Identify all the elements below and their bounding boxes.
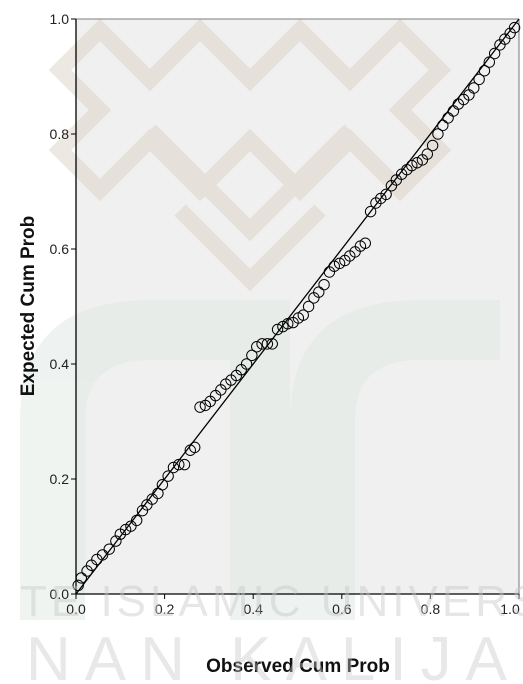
- data-point: [246, 349, 258, 362]
- data-point: [302, 300, 315, 313]
- data-point: [156, 479, 169, 491]
- watermark-ornament-inner: [144, 124, 356, 292]
- watermark-text-line2: NAN KALIJAGA: [26, 625, 523, 684]
- y-tick-label: 0.4: [50, 356, 70, 372]
- data-point: [473, 73, 485, 86]
- y-tick-label: 1.0: [50, 11, 70, 27]
- data-point: [96, 549, 109, 561]
- data-point: [189, 441, 201, 454]
- data-point: [240, 358, 253, 370]
- y-tick-label: 0.8: [50, 126, 70, 142]
- data-point: [328, 260, 340, 272]
- watermark-ornament: [48, 18, 452, 202]
- data-point: [504, 27, 516, 40]
- data-point: [173, 458, 185, 471]
- x-tick-label: 0.4: [243, 601, 263, 617]
- data-point: [103, 543, 115, 555]
- data-point: [380, 188, 392, 201]
- watermark-bar: [230, 300, 290, 620]
- data-point: [162, 470, 174, 482]
- data-point: [411, 157, 423, 169]
- data-point: [72, 579, 84, 592]
- data-point: [125, 520, 137, 532]
- data-point: [468, 82, 480, 94]
- data-point: [483, 56, 496, 68]
- data-point: [421, 148, 433, 160]
- data-point: [488, 47, 501, 60]
- data-point: [297, 309, 309, 321]
- data-point: [91, 553, 103, 566]
- data-point: [251, 341, 263, 353]
- watermark-arch-right: [290, 300, 500, 620]
- data-point: [261, 338, 274, 350]
- watermark-logo: [20, 18, 500, 620]
- x-tick-label: 0.2: [155, 601, 175, 617]
- y-tick-label: 0.6: [50, 241, 70, 257]
- data-point: [266, 338, 278, 350]
- x-tick-label: 1.0: [500, 601, 520, 617]
- data-point: [271, 323, 284, 336]
- data-point: [282, 318, 294, 330]
- data-point: [130, 514, 143, 527]
- data-point: [478, 65, 491, 77]
- x-tick-label: 0.6: [332, 601, 352, 617]
- watermark-arch-left: [20, 300, 230, 620]
- data-point: [75, 572, 88, 584]
- data-point: [194, 401, 206, 413]
- reference-line: [75, 18, 520, 595]
- data-point: [508, 21, 521, 34]
- data-point: [364, 205, 377, 218]
- data-point: [432, 128, 444, 140]
- x-tick-label: 0.8: [421, 601, 441, 617]
- watermark-text-line1: TE ISLAMIC UNIVERSITY: [20, 577, 523, 626]
- data-point: [178, 458, 191, 471]
- data-points: [72, 21, 521, 592]
- data-point: [136, 504, 149, 517]
- data-point: [359, 237, 371, 249]
- data-point: [81, 565, 93, 577]
- data-point: [426, 139, 439, 152]
- y-axis-title: Expected Cum Prob: [18, 216, 39, 397]
- x-axis-title: Observed Cum Prob: [206, 656, 390, 677]
- data-point: [167, 461, 180, 474]
- data-point: [318, 278, 330, 291]
- data-point: [313, 286, 325, 298]
- data-point: [406, 159, 418, 172]
- x-axis-ticks: 0.0 0.2 0.4 0.6 0.8 1.0: [66, 594, 520, 617]
- y-axis-ticks: 0.0 0.2 0.4 0.6 0.8 1.0: [50, 11, 76, 602]
- y-tick-label: 0.2: [50, 471, 70, 487]
- data-point: [333, 257, 346, 270]
- data-point: [437, 119, 449, 132]
- x-tick-label: 0.0: [66, 601, 86, 617]
- data-point: [146, 493, 158, 505]
- y-tick-label: 0.0: [50, 586, 70, 602]
